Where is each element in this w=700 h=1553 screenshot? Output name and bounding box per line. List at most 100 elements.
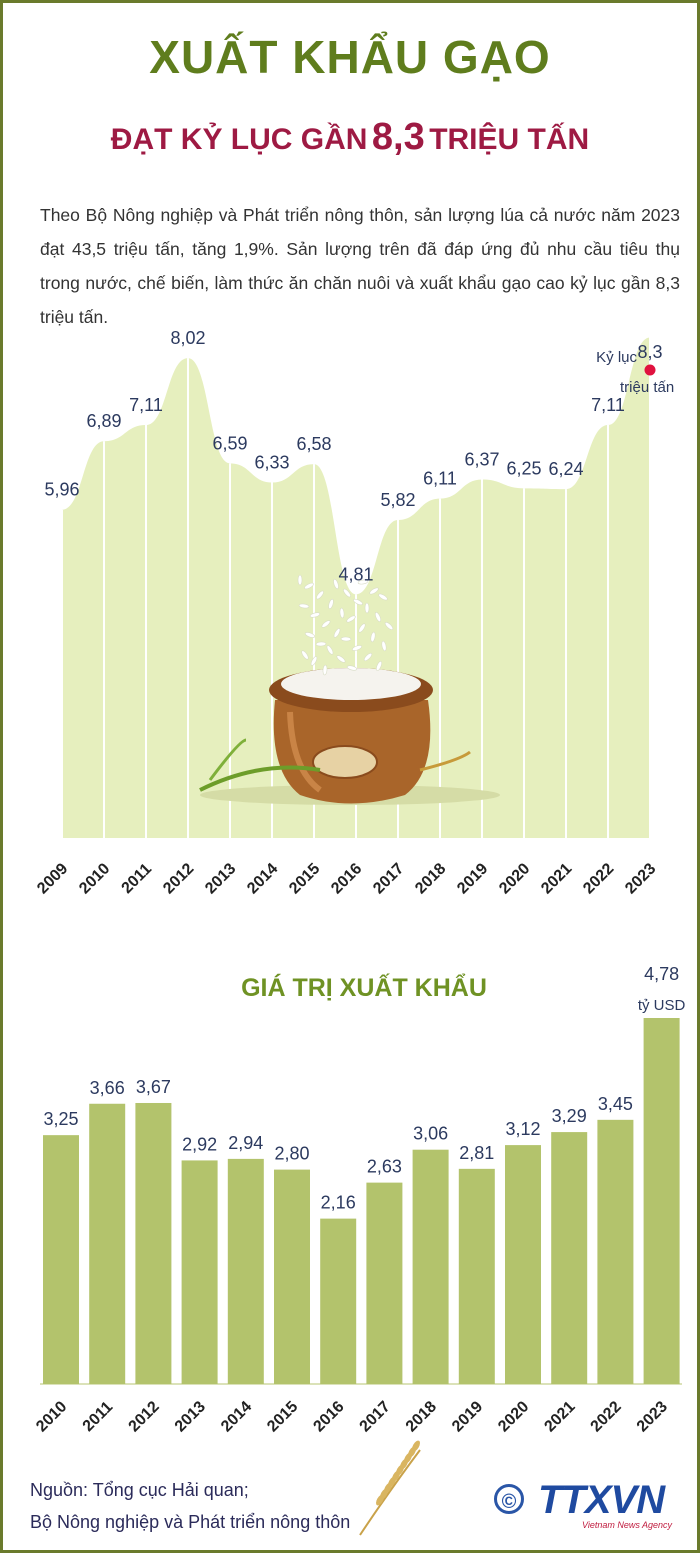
rice-stalk (199, 765, 321, 792)
value-label: 2,92 (182, 1134, 217, 1154)
rice-grain (333, 578, 339, 590)
rice-leaf (208, 738, 247, 781)
record-unit-label: triệu tấn (620, 379, 674, 396)
value-label: 3,06 (413, 1124, 448, 1144)
value-label: 2,81 (459, 1143, 494, 1163)
rice-grain (333, 628, 341, 638)
rice-grain (346, 665, 358, 671)
rice-grain (358, 623, 366, 633)
bar (643, 1018, 680, 1384)
value-label: 2,94 (228, 1133, 263, 1153)
rice-grain (357, 579, 369, 585)
bar (320, 1218, 357, 1384)
value-label: 6,37 (464, 450, 499, 470)
value-label: 7,11 (129, 395, 163, 415)
rice-sack-illustration (199, 574, 500, 805)
bar (412, 1149, 449, 1384)
rice-grain (369, 587, 379, 595)
rice-grain (328, 598, 334, 610)
grain (412, 1440, 420, 1452)
bar (135, 1102, 172, 1384)
rice-grain (298, 603, 310, 609)
rice-grain (353, 598, 363, 606)
rice-grain (304, 582, 314, 590)
value-label: 4,78 (644, 964, 679, 984)
rice-grain (339, 607, 345, 619)
rice-grain (304, 632, 316, 638)
source-line-2: Bộ Nông nghiệp và Phát triển nông thôn (30, 1512, 351, 1532)
value-label: 3,25 (43, 1109, 78, 1129)
source-note: Nguồn: Tổng cục Hải quan; Bộ Nông nghiệp… (30, 1474, 350, 1538)
copyright-icon: © (494, 1484, 524, 1514)
bar (597, 1119, 634, 1384)
value-label: 6,59 (212, 433, 247, 453)
rice-grain (340, 636, 352, 642)
value-label: 7,11 (591, 395, 625, 415)
rice-grain (336, 655, 346, 663)
record-label: Kỷ lục (596, 349, 637, 366)
sack-highlight (287, 711, 322, 793)
rice-grain (316, 590, 324, 600)
value-label: 2,16 (321, 1193, 356, 1213)
value-label: 8,3 (637, 342, 662, 362)
stalk-line (359, 1449, 421, 1536)
subtitle-suffix: TRIỆU TẤN (429, 123, 590, 156)
rice-grain (321, 620, 331, 628)
logo-subtitle: Vietnam News Agency (582, 1520, 673, 1530)
logo-name: TTXVN (538, 1478, 665, 1522)
x-tick-label: 2015 (264, 1398, 301, 1435)
x-tick-label: 2018 (403, 1398, 440, 1435)
bar (89, 1103, 126, 1384)
bar (366, 1182, 403, 1384)
rice-grain (363, 652, 373, 662)
rice-grain (301, 650, 309, 660)
value-label: 3,12 (505, 1119, 540, 1139)
rice-stalk-decoration (359, 1440, 421, 1536)
intro-paragraph: Theo Bộ Nông nghiệp và Phát triển nông t… (40, 205, 680, 327)
rice-grain (309, 612, 321, 618)
x-tick-label: 2020 (495, 1398, 532, 1435)
chart-title: GIÁ TRỊ XUẤT KHẨU (241, 973, 487, 1002)
x-tick-label: 2016 (310, 1398, 347, 1435)
rice-ear (419, 750, 471, 772)
rice-grain (326, 645, 334, 655)
value-label: 6,33 (254, 452, 289, 472)
subtitle-highlight: 8,3 (371, 116, 425, 158)
value-label: 5,82 (380, 490, 415, 510)
value-label: 3,29 (552, 1106, 587, 1126)
bar (43, 1135, 79, 1384)
bar (505, 1145, 541, 1384)
x-tick-label: 2021 (541, 1398, 578, 1435)
value-label: 6,58 (296, 434, 331, 454)
bar (551, 1132, 588, 1384)
value-label: 3,45 (598, 1094, 633, 1114)
rice-grain (378, 593, 388, 601)
rice-grain (384, 621, 394, 631)
rice-grain (374, 612, 382, 622)
bar (227, 1158, 264, 1384)
x-tick-label: 2013 (172, 1398, 209, 1435)
x-tick-label: 2010 (33, 1398, 70, 1435)
rice-grain (310, 656, 318, 666)
value-label: 2,80 (274, 1144, 309, 1164)
value-label: 3,66 (90, 1078, 125, 1098)
bar (274, 1169, 310, 1384)
rice-grain (370, 631, 376, 643)
bar (458, 1168, 495, 1384)
value-label: 5,96 (44, 480, 79, 500)
rice-top (281, 668, 421, 700)
value-label: 3,67 (136, 1077, 171, 1097)
record-dot (644, 364, 656, 376)
production-area-chart: 5,96 6,89 7,11 8,02 6,59 6,33 6,58 4,81 5,82 6,11… (34, 328, 674, 897)
value-label: 2,63 (367, 1157, 402, 1177)
x-tick-label: 2014 (218, 1398, 255, 1435)
sack-label (312, 745, 378, 779)
rice-grain (346, 615, 356, 623)
unit-label: tỷ USD (638, 997, 686, 1014)
source-line-1: Nguồn: Tổng cục Hải quan; (30, 1480, 249, 1500)
x-tick-label: 2022 (588, 1398, 625, 1435)
rice-grain (351, 645, 363, 651)
page-subtitle: ĐẠT KỶ LỤC GẦN 8,3 TRIỆU TẤN (0, 116, 700, 159)
